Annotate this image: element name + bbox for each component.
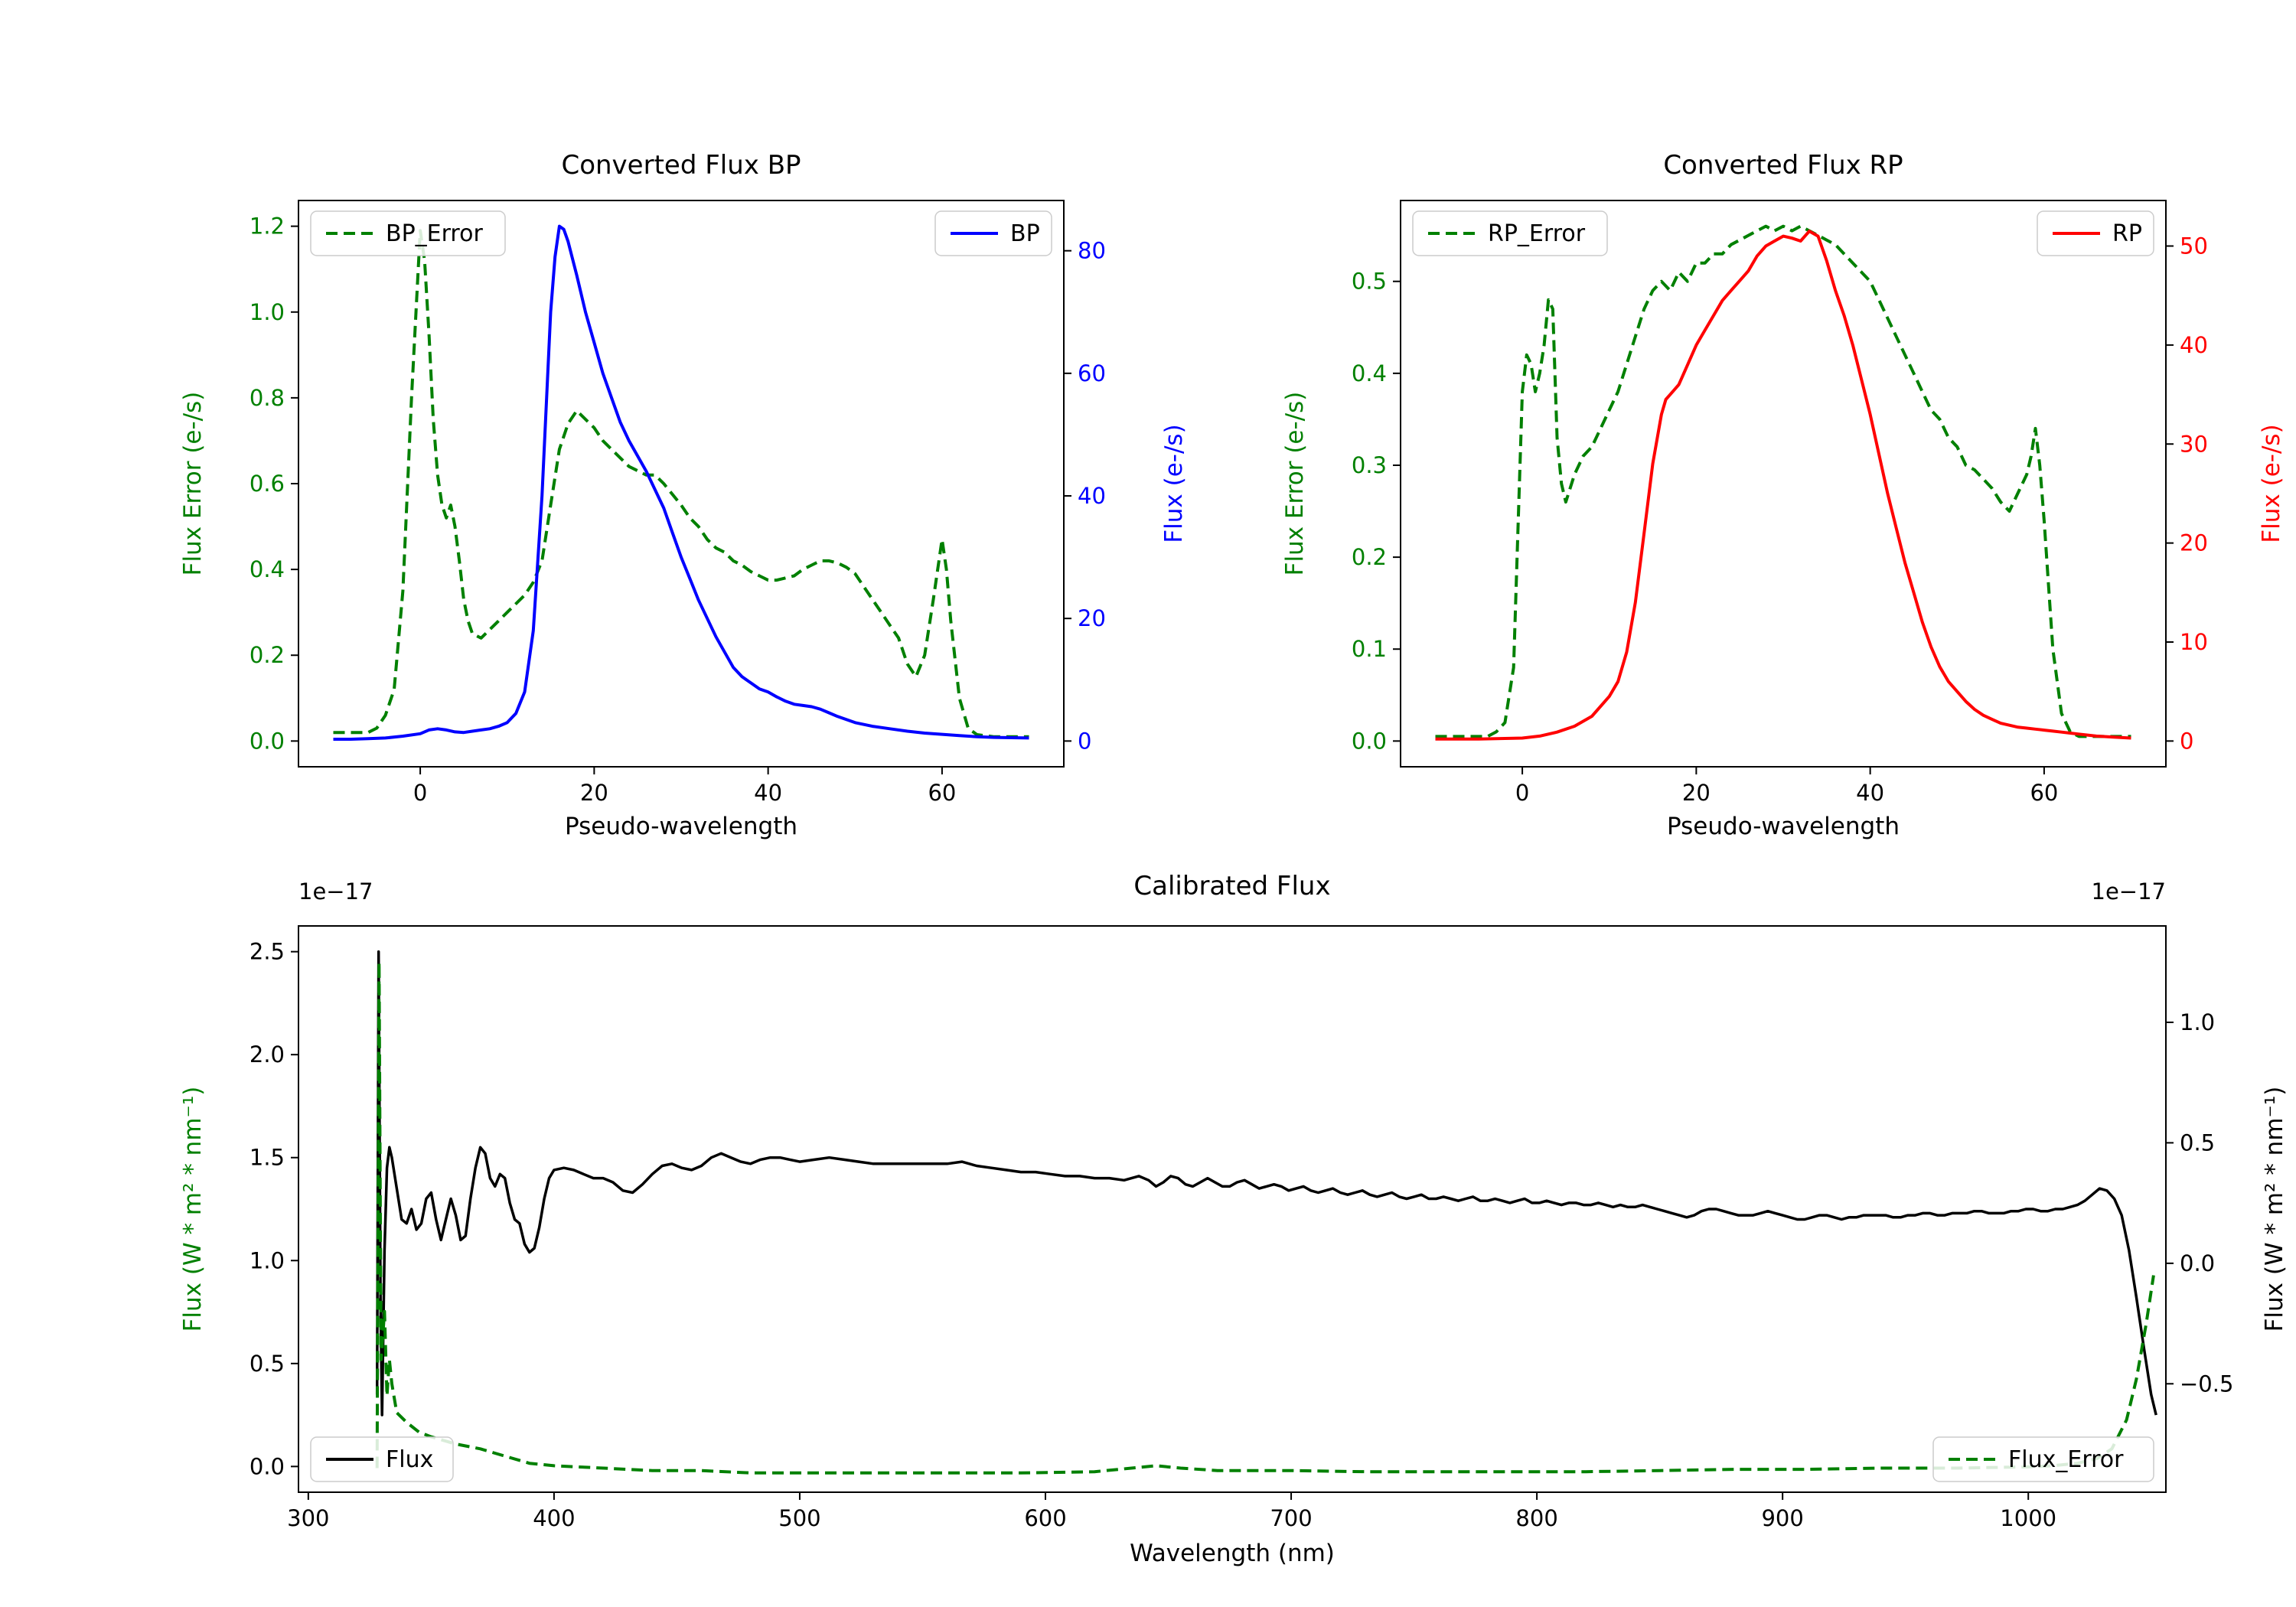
rp-series	[1435, 224, 2131, 741]
cal-left-tick-label: 1.0	[249, 1247, 285, 1273]
legend-box	[1412, 210, 1608, 256]
rp-right-tick-label: 40	[2180, 332, 2208, 358]
legend-box	[310, 1436, 454, 1482]
RP_Error-line	[1435, 224, 2131, 738]
rp-left-ylabel: Flux Error (e-/s)	[1281, 391, 1309, 576]
cal-legend-flux_error: Flux_Error	[1932, 1436, 2154, 1482]
cal-x-tick-label: 300	[287, 1505, 329, 1531]
rp-xlabel: Pseudo-wavelength	[1666, 813, 1900, 840]
cal-right-tick-label: 0.5	[2180, 1129, 2215, 1156]
cal-xlabel: Wavelength (nm)	[1130, 1540, 1335, 1567]
legend-label: Flux_Error	[2008, 1446, 2124, 1473]
rp-plot-area	[1401, 200, 2166, 767]
bp-left-tick-label: 1.0	[249, 299, 285, 325]
bp-right-tick-label: 40	[1078, 483, 1106, 509]
bp-x-tick-label: 60	[928, 780, 956, 806]
cal-plot-area	[298, 926, 2166, 1492]
rp-right-tick-label: 10	[2180, 629, 2208, 655]
rp-plot-title: Converted Flux RP	[1663, 150, 1903, 181]
cal-left-tick-label: 0.5	[249, 1351, 285, 1377]
bp-right-tick-label: 0	[1078, 728, 1091, 754]
rp-left-tick-label: 0.4	[1352, 360, 1387, 386]
cal-x-tick-label: 900	[1761, 1505, 1803, 1531]
RP-line	[1435, 230, 2131, 741]
bp-left-tick-label: 0.6	[249, 471, 285, 497]
cal-left-tick-label: 2.0	[249, 1041, 285, 1068]
cal-right-offset-text: 1e−17	[2091, 878, 2167, 905]
cal-left-tick-label: 2.5	[249, 939, 285, 965]
bp-plot-title: Converted Flux BP	[561, 150, 801, 181]
cal-left-tick-label: 1.5	[249, 1145, 285, 1171]
cal-left-tick-label: 0.0	[249, 1453, 285, 1479]
BP_Error-line	[333, 229, 1029, 738]
legend-label: Flux	[386, 1446, 433, 1473]
cal-axes	[291, 925, 2174, 1500]
legend-box	[1932, 1436, 2154, 1482]
rp-right-tick-label: 20	[2180, 530, 2208, 556]
cal-right-tick-label: 1.0	[2180, 1009, 2215, 1035]
bp-right-tick-label: 20	[1078, 605, 1106, 631]
rp-right-tick-label: 50	[2180, 233, 2208, 259]
cal-x-tick-label: 600	[1024, 1505, 1066, 1531]
cal-x-tick-label: 500	[778, 1505, 820, 1531]
rp-legend-rp_error: RP_Error	[1412, 210, 1608, 256]
bp-left-tick-label: 0.0	[249, 728, 285, 754]
bp-left-tick-label: 0.8	[249, 385, 285, 411]
bp-right-tick-label: 80	[1078, 238, 1106, 264]
cal-right-tick-label: −0.5	[2180, 1371, 2233, 1397]
legend-label: RP	[2112, 220, 2142, 247]
bp-left-tick-label: 0.4	[249, 556, 285, 582]
bp-right-ylabel: Flux (e-/s)	[1160, 424, 1188, 543]
cal-plot-title: Calibrated Flux	[1133, 871, 1331, 901]
bp-series	[333, 224, 1029, 741]
bp-left-tick-label: 0.2	[249, 642, 285, 668]
bp-tick-labels: 0 20 40 60 0.0 0.2 0.4 0.6 0.8 1.0 1.2 0 20 40 60 80	[249, 214, 1106, 806]
bp-left-tick-label: 1.2	[249, 214, 285, 240]
Flux-line	[375, 950, 2157, 1416]
bp-plot-area	[298, 200, 1064, 767]
rp-axes	[1393, 200, 2174, 774]
rp-x-tick-label: 20	[1682, 780, 1711, 806]
cal-x-tick-label: 700	[1270, 1505, 1312, 1531]
bp-x-tick-label: 20	[580, 780, 608, 806]
bp-legend-bp: BP	[934, 210, 1052, 256]
cal-right-ylabel: Flux (W * m² * nm⁻¹)	[2261, 1086, 2288, 1332]
cal-left-offset-text: 1e−17	[298, 878, 373, 905]
rp-x-tick-label: 0	[1515, 780, 1529, 806]
rp-right-tick-label: 30	[2180, 431, 2208, 457]
rp-left-tick-label: 0.2	[1352, 544, 1387, 570]
cal-left-ylabel: Flux (W * m² * nm⁻¹)	[179, 1086, 207, 1332]
rp-x-tick-label: 60	[2030, 780, 2058, 806]
rp-left-tick-label: 0.5	[1352, 269, 1387, 295]
BP-line	[333, 224, 1029, 741]
legend-label: BP	[1010, 220, 1040, 247]
rp-tick-labels: 0 20 40 60 0.0 0.1 0.2 0.3 0.4 0.5 0 10 20 30 40 50	[1352, 233, 2208, 806]
rp-right-ylabel: Flux (e-/s)	[2258, 424, 2285, 543]
bp-x-tick-label: 0	[413, 780, 427, 806]
rp-left-tick-label: 0.1	[1352, 636, 1387, 662]
cal-right-tick-label: 0.0	[2180, 1250, 2215, 1276]
cal-tick-labels: 300 400 500 600 700 800 900 1000 0.0 0.5 1.0 1.5 2.0…	[249, 939, 2234, 1531]
rp-legend-rp: RP	[2037, 210, 2154, 256]
rp-right-tick-label: 0	[2180, 728, 2193, 754]
rp-left-tick-label: 0.0	[1352, 728, 1387, 754]
cal-x-tick-label: 800	[1515, 1505, 1557, 1531]
legend-box	[310, 210, 506, 256]
bp-x-tick-label: 40	[754, 780, 782, 806]
rp-x-tick-label: 40	[1856, 780, 1884, 806]
legend-label: BP_Error	[386, 220, 483, 247]
cal-x-tick-label: 400	[533, 1505, 575, 1531]
rp-left-tick-label: 0.3	[1352, 452, 1387, 478]
cal-legend-flux: Flux	[310, 1436, 454, 1482]
bp-left-ylabel: Flux Error (e-/s)	[179, 391, 207, 576]
bp-axes	[291, 200, 1071, 774]
bp-xlabel: Pseudo-wavelength	[564, 813, 798, 840]
bp-right-tick-label: 60	[1078, 360, 1106, 386]
cal-x-tick-label: 1000	[2000, 1505, 2056, 1531]
bp-legend-bp_error: BP_Error	[310, 210, 506, 256]
legend-label: RP_Error	[1488, 220, 1586, 247]
